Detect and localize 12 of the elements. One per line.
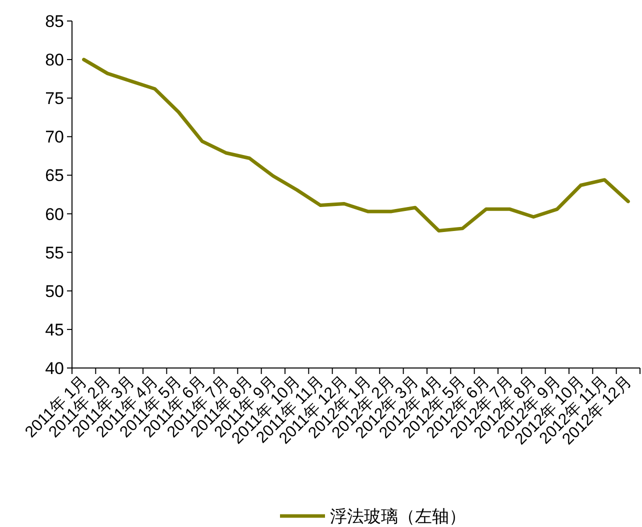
y-tick-label: 80 <box>45 50 64 70</box>
y-tick-label: 55 <box>45 243 64 262</box>
legend-label: 浮法玻璃（左轴） <box>330 507 466 526</box>
y-tick-label: 85 <box>45 12 64 31</box>
line-series <box>82 58 630 232</box>
y-tick-label: 45 <box>45 320 64 340</box>
y-tick-label: 60 <box>45 204 64 224</box>
y-tick-label: 50 <box>45 282 64 301</box>
y-tick-label: 75 <box>45 89 64 108</box>
y-tick-label: 65 <box>45 166 64 186</box>
y-tick-label: 70 <box>45 128 64 147</box>
y-tick-label: 40 <box>45 359 64 378</box>
